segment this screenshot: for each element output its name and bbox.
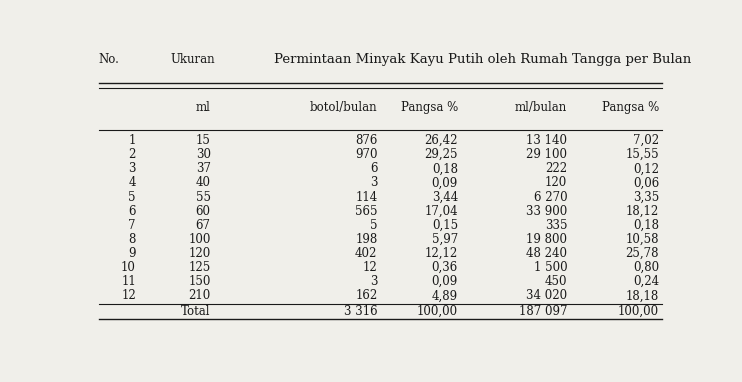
Text: 5: 5 xyxy=(370,219,378,232)
Text: 2: 2 xyxy=(128,148,136,161)
Text: 0,36: 0,36 xyxy=(432,261,458,274)
Text: 0,09: 0,09 xyxy=(432,275,458,288)
Text: 100,00: 100,00 xyxy=(618,305,659,318)
Text: 876: 876 xyxy=(355,134,378,147)
Text: 18,12: 18,12 xyxy=(626,205,659,218)
Text: No.: No. xyxy=(99,53,119,66)
Text: 3: 3 xyxy=(370,275,378,288)
Text: 3: 3 xyxy=(370,176,378,189)
Text: 13 140: 13 140 xyxy=(526,134,567,147)
Text: 120: 120 xyxy=(188,247,211,260)
Text: 18,18: 18,18 xyxy=(626,289,659,303)
Text: 402: 402 xyxy=(355,247,378,260)
Text: 55: 55 xyxy=(196,191,211,204)
Text: 3,35: 3,35 xyxy=(633,191,659,204)
Text: 114: 114 xyxy=(355,191,378,204)
Text: 335: 335 xyxy=(545,219,567,232)
Text: 187 097: 187 097 xyxy=(519,305,567,318)
Text: 222: 222 xyxy=(545,162,567,175)
Text: 12: 12 xyxy=(363,261,378,274)
Text: 26,42: 26,42 xyxy=(424,134,458,147)
Text: 10: 10 xyxy=(121,261,136,274)
Text: 60: 60 xyxy=(196,205,211,218)
Text: ml: ml xyxy=(196,101,211,114)
Text: 100,00: 100,00 xyxy=(417,305,458,318)
Text: botol/bulan: botol/bulan xyxy=(309,101,378,114)
Text: 3,44: 3,44 xyxy=(432,191,458,204)
Text: 8: 8 xyxy=(128,233,136,246)
Text: 0,24: 0,24 xyxy=(633,275,659,288)
Text: 5: 5 xyxy=(128,191,136,204)
Text: 12: 12 xyxy=(121,289,136,303)
Text: ml/bulan: ml/bulan xyxy=(515,101,567,114)
Text: 15: 15 xyxy=(196,134,211,147)
Text: 67: 67 xyxy=(196,219,211,232)
Text: 4: 4 xyxy=(128,176,136,189)
Text: 7,02: 7,02 xyxy=(633,134,659,147)
Text: 565: 565 xyxy=(355,205,378,218)
Text: Permintaan Minyak Kayu Putih oleh Rumah Tangga per Bulan: Permintaan Minyak Kayu Putih oleh Rumah … xyxy=(274,53,691,66)
Text: 4,89: 4,89 xyxy=(432,289,458,303)
Text: 125: 125 xyxy=(188,261,211,274)
Text: Total: Total xyxy=(181,305,211,318)
Text: 970: 970 xyxy=(355,148,378,161)
Text: 30: 30 xyxy=(196,148,211,161)
Text: 0,15: 0,15 xyxy=(432,219,458,232)
Text: 11: 11 xyxy=(121,275,136,288)
Text: 5,97: 5,97 xyxy=(432,233,458,246)
Text: 1 500: 1 500 xyxy=(533,261,567,274)
Text: 9: 9 xyxy=(128,247,136,260)
Text: 40: 40 xyxy=(196,176,211,189)
Text: 15,55: 15,55 xyxy=(626,148,659,161)
Text: 29,25: 29,25 xyxy=(424,148,458,161)
Text: 450: 450 xyxy=(545,275,567,288)
Text: 0,06: 0,06 xyxy=(633,176,659,189)
Text: 3 316: 3 316 xyxy=(344,305,378,318)
Text: 0,18: 0,18 xyxy=(432,162,458,175)
Text: 29 100: 29 100 xyxy=(526,148,567,161)
Text: 0,18: 0,18 xyxy=(633,219,659,232)
Text: 198: 198 xyxy=(355,233,378,246)
Text: Pangsa %: Pangsa % xyxy=(401,101,458,114)
Text: 0,80: 0,80 xyxy=(633,261,659,274)
Text: 1: 1 xyxy=(128,134,136,147)
Text: 25,78: 25,78 xyxy=(626,247,659,260)
Text: 120: 120 xyxy=(545,176,567,189)
Text: 10,58: 10,58 xyxy=(626,233,659,246)
Text: 37: 37 xyxy=(196,162,211,175)
Text: 0,09: 0,09 xyxy=(432,176,458,189)
Text: 12,12: 12,12 xyxy=(424,247,458,260)
Text: 19 800: 19 800 xyxy=(526,233,567,246)
Text: Pangsa %: Pangsa % xyxy=(602,101,659,114)
Text: 150: 150 xyxy=(188,275,211,288)
Text: 48 240: 48 240 xyxy=(526,247,567,260)
Text: 17,04: 17,04 xyxy=(424,205,458,218)
Text: Ukuran: Ukuran xyxy=(171,53,215,66)
Text: 7: 7 xyxy=(128,219,136,232)
Text: 162: 162 xyxy=(355,289,378,303)
Text: 33 900: 33 900 xyxy=(526,205,567,218)
Text: 6: 6 xyxy=(128,205,136,218)
Text: 100: 100 xyxy=(188,233,211,246)
Text: 6: 6 xyxy=(370,162,378,175)
Text: 34 020: 34 020 xyxy=(526,289,567,303)
Text: 210: 210 xyxy=(188,289,211,303)
Text: 6 270: 6 270 xyxy=(533,191,567,204)
Text: 0,12: 0,12 xyxy=(633,162,659,175)
Text: 3: 3 xyxy=(128,162,136,175)
